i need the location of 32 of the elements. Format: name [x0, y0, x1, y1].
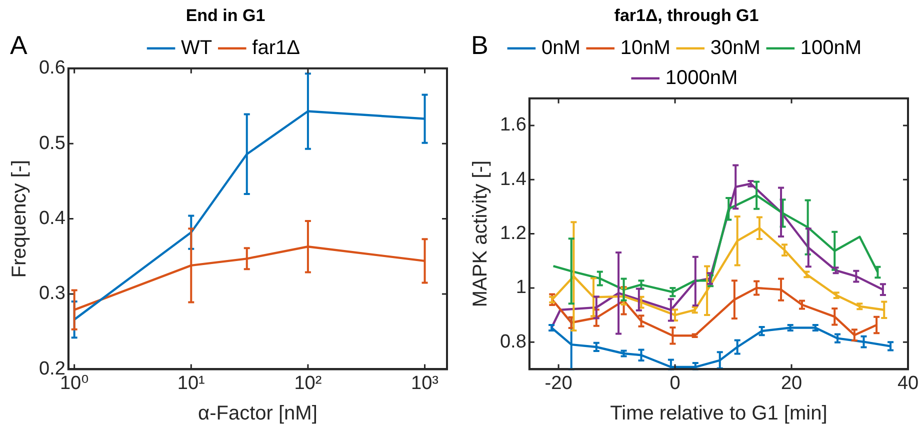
text: A — [10, 30, 28, 60]
legend-label: 30nM — [710, 36, 760, 59]
x-tick-label: 10¹ — [177, 372, 205, 394]
legend-label: 1000nM — [665, 66, 738, 89]
legend-label: 100nM — [800, 36, 862, 59]
y-tick-label: 0.8 — [500, 331, 526, 352]
x-tick-label: 0 — [670, 372, 680, 394]
y-tick-label: 0.4 — [38, 208, 66, 230]
text: B — [471, 30, 488, 60]
y-axis-title: MAPK activity [-] — [470, 160, 492, 308]
legend-label: 0nM — [541, 36, 580, 59]
chart-title: End in G1 — [186, 6, 266, 25]
y-tick-label: 0.3 — [38, 283, 66, 304]
y-tick-label: 1.4 — [500, 168, 527, 190]
y-axis-title: Frequency [-] — [8, 160, 31, 278]
y-tick-label: 1.2 — [500, 223, 526, 244]
x-axis-title: α-Factor [nM] — [198, 402, 318, 425]
legend-label: 10nM — [620, 36, 670, 59]
x-tick-label: 20 — [780, 372, 802, 394]
y-tick-label: 0.6 — [38, 58, 66, 79]
x-axis-title: Time relative to G1 [min] — [610, 402, 828, 425]
legend-label: far1Δ — [252, 36, 300, 59]
legend-label: WT — [181, 36, 212, 59]
y-tick-label: 0.5 — [38, 132, 66, 154]
y-tick-label: 1 — [516, 277, 526, 298]
x-tick-label: -20 — [544, 372, 572, 394]
x-tick-label: 10³ — [411, 372, 438, 394]
chart-title: far1Δ, through G1 — [614, 6, 759, 25]
y-tick-label: 1.6 — [500, 114, 526, 136]
x-tick-label: 10⁰ — [60, 372, 89, 394]
x-tick-label: 10² — [294, 372, 322, 394]
x-tick-label: 40 — [897, 372, 919, 394]
